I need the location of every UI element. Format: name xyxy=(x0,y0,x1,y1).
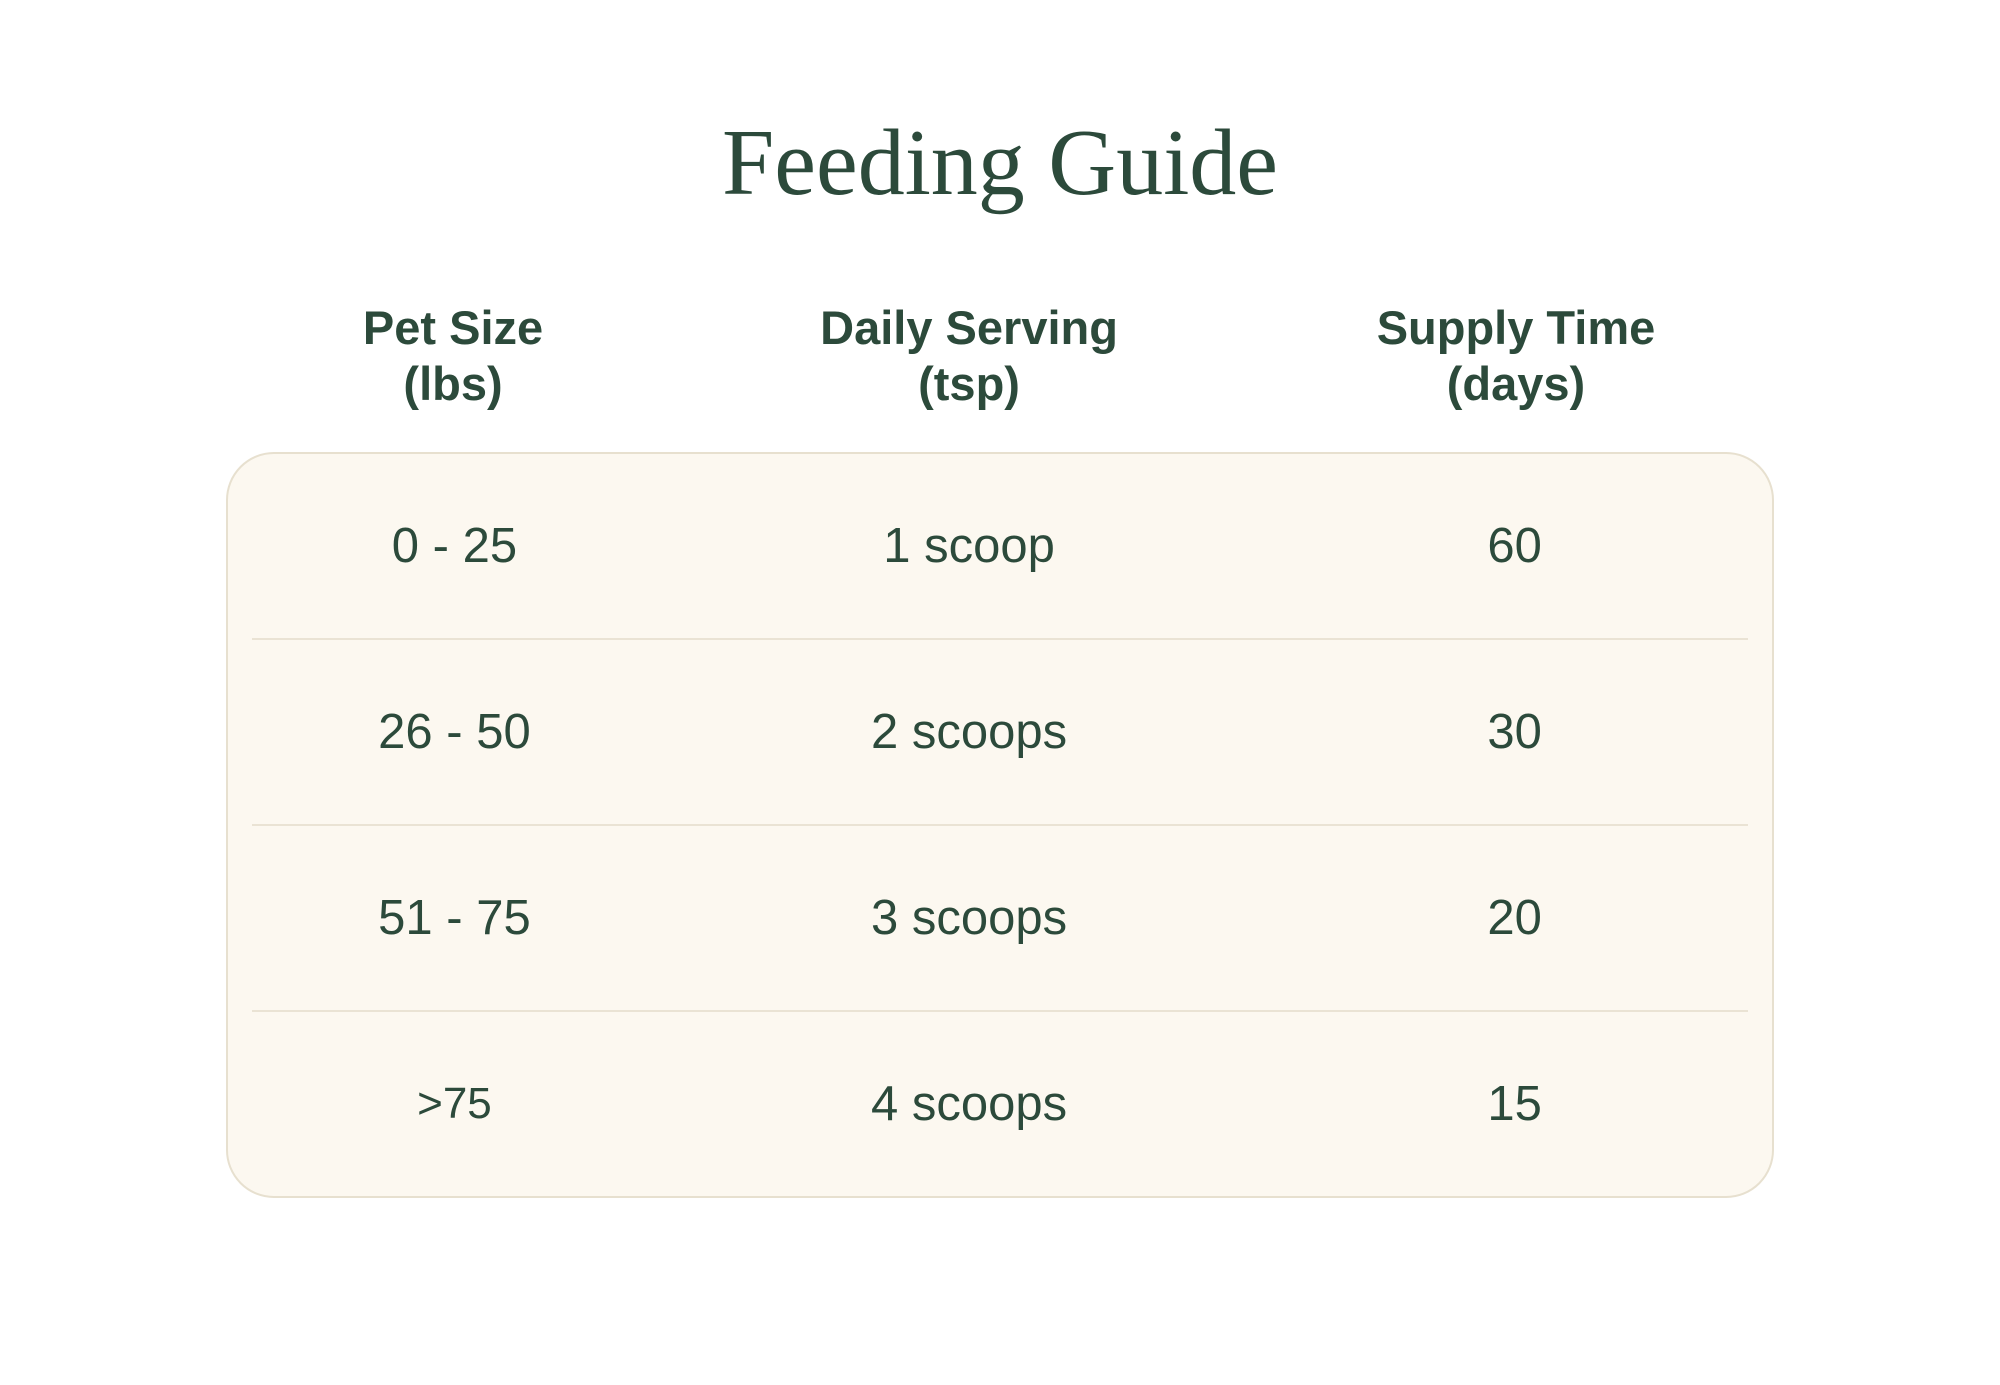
page-title: Feeding Guide xyxy=(721,111,1279,215)
column-header-pet-size-label: Pet Size xyxy=(362,301,544,354)
table-cell-daily-serving: 3 scoops xyxy=(871,891,1068,945)
table-cell-pet-size: 26 - 50 xyxy=(378,705,531,759)
column-header-daily-serving-unit: (tsp) xyxy=(918,357,1020,410)
table-row: 0 - 25 1 scoop 60 xyxy=(228,454,1772,638)
table-column-headers: Pet Size (lbs) Daily Serving (tsp) Suppl… xyxy=(226,300,1774,412)
table-cell-supply-time: 15 xyxy=(1487,1077,1542,1131)
column-header-supply-time-label: Supply Time xyxy=(1376,301,1656,354)
feeding-table-card: 0 - 25 1 scoop 60 26 - 50 2 scoops 30 51… xyxy=(226,452,1774,1198)
row-divider xyxy=(252,824,1748,826)
row-divider xyxy=(252,638,1748,640)
column-header-pet-size: Pet Size (lbs) xyxy=(226,300,680,412)
column-header-supply-time: Supply Time (days) xyxy=(1258,300,1774,412)
feeding-guide-content: Pet Size (lbs) Daily Serving (tsp) Suppl… xyxy=(226,300,1774,1198)
table-cell-supply-time: 60 xyxy=(1487,519,1542,573)
table-cell-daily-serving: 2 scoops xyxy=(871,705,1068,759)
table-cell-supply-time: 20 xyxy=(1487,891,1542,945)
table-row: 26 - 50 2 scoops 30 xyxy=(228,640,1772,824)
table-cell-pet-size: 51 - 75 xyxy=(378,891,531,945)
table-row: 51 - 75 3 scoops 20 xyxy=(228,826,1772,1010)
column-header-pet-size-unit: (lbs) xyxy=(403,357,503,410)
table-cell-pet-size: 0 - 25 xyxy=(391,519,518,573)
table-cell-supply-time: 30 xyxy=(1487,705,1542,759)
column-header-daily-serving: Daily Serving (tsp) xyxy=(680,300,1258,412)
column-header-daily-serving-label: Daily Serving xyxy=(820,301,1118,354)
table-row: >75 4 scoops 15 xyxy=(228,1012,1772,1196)
column-header-supply-time-unit: (days) xyxy=(1446,357,1586,410)
table-cell-pet-size: >75 xyxy=(417,1079,492,1128)
row-divider xyxy=(252,1010,1748,1012)
table-cell-daily-serving: 4 scoops xyxy=(871,1077,1068,1131)
table-cell-daily-serving: 1 scoop xyxy=(883,519,1055,573)
